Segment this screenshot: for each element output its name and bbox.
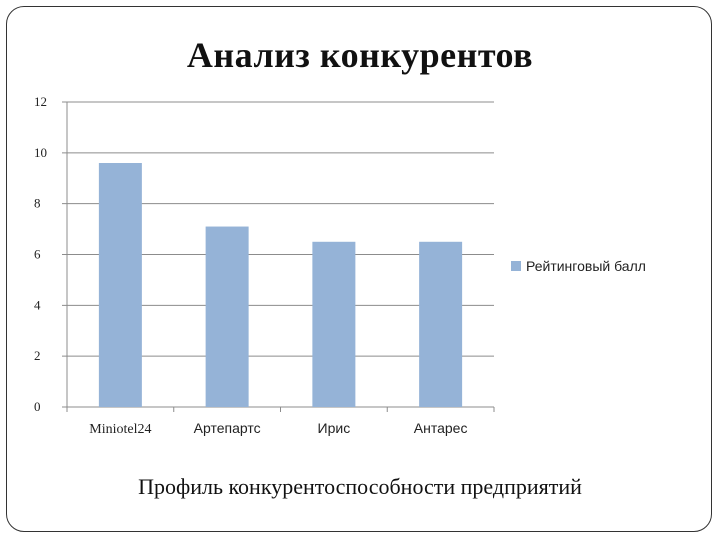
y-tick-label: 6 <box>34 247 41 262</box>
y-tick-label: 4 <box>34 297 41 312</box>
legend-label: Рейтинговый балл <box>526 258 646 274</box>
bar <box>419 241 463 407</box>
chart-subtitle: Профиль конкурентоспособности предприяти… <box>138 474 582 499</box>
x-category-label: Антарес <box>414 420 468 436</box>
x-category-label: Артепартс <box>194 420 261 436</box>
x-category-label: Miniotel24 <box>89 422 151 437</box>
y-tick-label: 12 <box>34 94 47 109</box>
bar <box>312 241 356 407</box>
chart-title: Анализ конкурентов <box>186 35 534 75</box>
y-tick-label: 2 <box>34 348 41 363</box>
x-category-label: Ирис <box>318 420 351 436</box>
y-tick-label: 8 <box>34 196 41 211</box>
bar <box>205 226 249 407</box>
y-tick-label: 0 <box>34 399 41 414</box>
y-tick-label: 10 <box>34 145 47 160</box>
legend: Рейтинговый балл <box>511 258 646 274</box>
bar-layer <box>98 163 463 407</box>
axis-layer: 0 2 4 6 8 10 12 Miniotel24 Артепартс Ирис Антарес <box>34 94 495 437</box>
bar <box>98 163 142 407</box>
legend-swatch <box>511 261 521 271</box>
